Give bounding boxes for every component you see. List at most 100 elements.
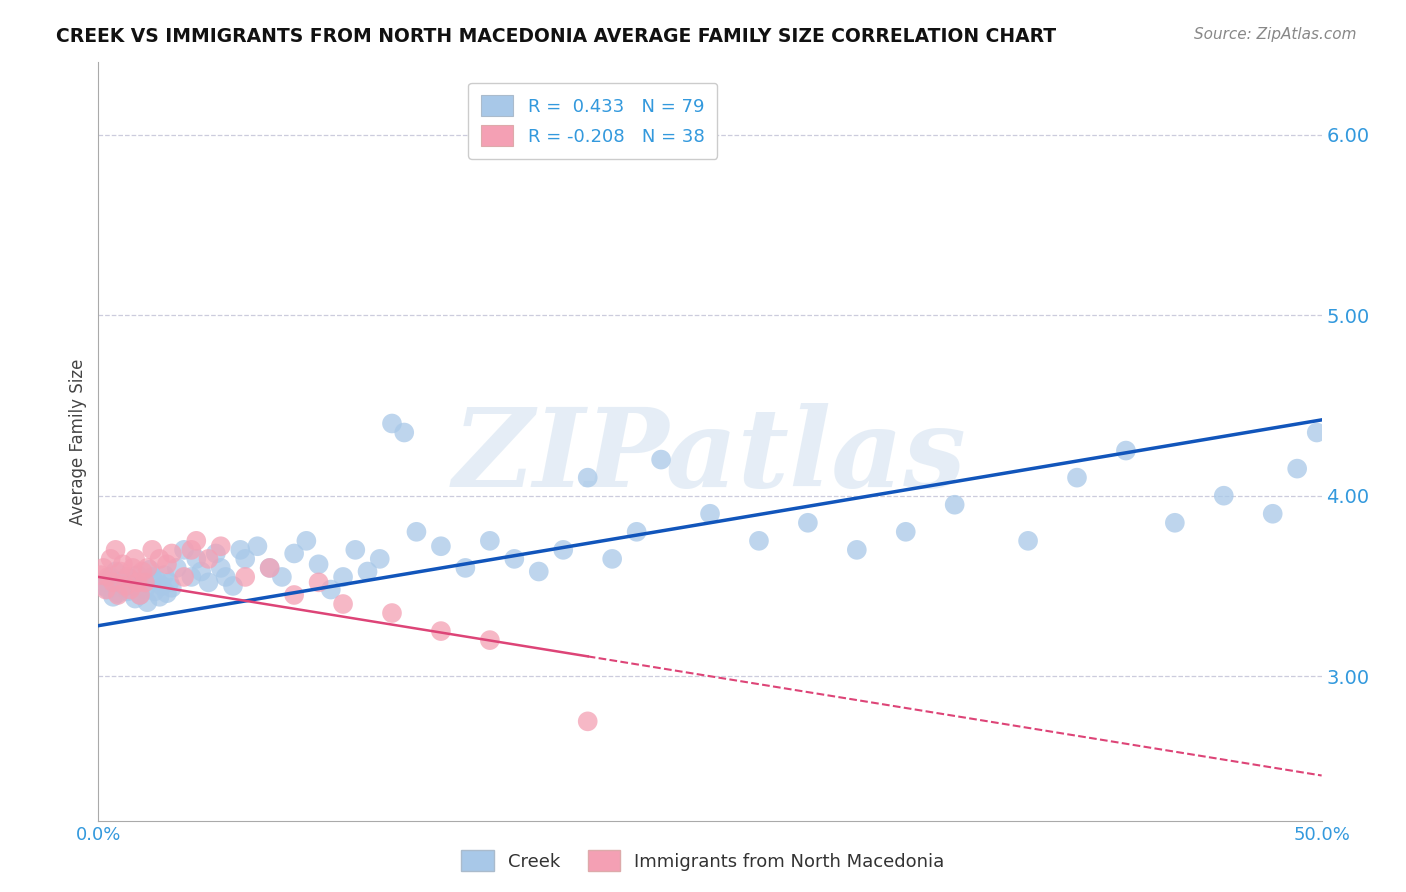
Point [129,588,152,602]
Point [478,633,501,648]
Point [1286,461,1309,475]
Point [110,565,132,579]
Point [430,539,453,553]
Legend: R =  0.433   N = 79, R = -0.208   N = 38: R = 0.433 N = 79, R = -0.208 N = 38 [468,83,717,159]
Point [209,539,232,553]
Point [699,507,721,521]
Point [308,558,330,572]
Point [553,542,575,557]
Point [246,539,269,553]
Point [270,570,294,584]
Point [229,542,252,557]
Point [129,588,152,602]
Point [381,417,404,431]
Point [156,558,179,572]
Point [110,574,132,588]
Point [150,579,173,593]
Point [368,552,391,566]
Point [104,565,127,579]
Point [332,597,354,611]
Point [104,542,127,557]
Point [392,425,416,440]
Point [94,582,117,597]
Point [186,552,208,566]
Point [121,561,143,575]
Point [90,568,112,582]
Point [295,533,318,548]
Point [186,533,208,548]
Point [97,582,120,597]
Point [136,561,159,575]
Point [222,579,245,593]
Y-axis label: Average Family Size: Average Family Size [69,359,87,524]
Point [173,570,195,584]
Point [894,524,917,539]
Point [205,546,228,560]
Point [1164,516,1187,530]
Point [166,561,188,575]
Point [101,590,124,604]
Point [1115,443,1137,458]
Point [149,552,172,566]
Point [180,570,202,584]
Point [134,582,156,597]
Point [308,575,330,590]
Point [153,568,176,582]
Point [283,588,305,602]
Point [1306,425,1329,440]
Point [797,516,820,530]
Point [156,586,179,600]
Point [1212,489,1234,503]
Point [141,542,163,557]
Point [127,568,149,582]
Point [131,565,153,579]
Point [381,606,404,620]
Point [344,542,367,557]
Point [576,714,599,729]
Point [600,552,623,566]
Point [117,570,139,584]
Point [356,565,378,579]
Point [650,452,672,467]
Point [124,552,146,566]
Point [478,533,501,548]
Point [626,524,648,539]
Text: Source: ZipAtlas.com: Source: ZipAtlas.com [1194,27,1357,42]
Point [454,561,477,575]
Point [139,563,162,577]
Point [141,570,163,584]
Point [107,588,129,602]
Legend: Creek, Immigrants from North Macedonia: Creek, Immigrants from North Macedonia [454,843,952,879]
Point [1066,470,1088,484]
Point [120,582,142,597]
Point [160,546,183,560]
Point [259,561,281,575]
Point [143,584,166,599]
Point [127,575,149,590]
Point [1017,533,1039,548]
Point [120,572,142,586]
Point [576,470,599,484]
Point [131,575,153,590]
Point [157,575,180,590]
Point [845,542,868,557]
Point [319,582,342,597]
Point [180,542,202,557]
Point [332,570,354,584]
Point [117,584,139,599]
Point [121,579,143,593]
Point [173,542,195,557]
Point [91,579,114,593]
Point [94,575,117,590]
Point [149,590,172,604]
Point [107,586,129,600]
Point [214,570,236,584]
Point [527,565,550,579]
Point [233,552,256,566]
Point [430,624,453,639]
Point [114,579,136,593]
Text: CREEK VS IMMIGRANTS FROM NORTH MACEDONIA AVERAGE FAMILY SIZE CORRELATION CHART: CREEK VS IMMIGRANTS FROM NORTH MACEDONIA… [56,27,1056,45]
Point [233,570,256,584]
Point [97,570,120,584]
Point [91,561,114,575]
